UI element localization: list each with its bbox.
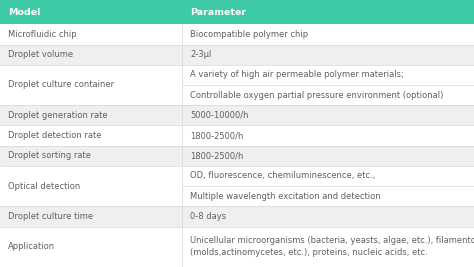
Text: 1800-2500/h: 1800-2500/h xyxy=(191,131,244,140)
Bar xyxy=(0,206,474,226)
Text: Droplet sorting rate: Droplet sorting rate xyxy=(8,151,91,160)
Text: Model: Model xyxy=(8,8,40,17)
Text: Optical detection: Optical detection xyxy=(8,182,80,191)
Bar xyxy=(0,105,474,125)
Text: 0-8 days: 0-8 days xyxy=(191,212,227,221)
Text: Microfluidic chip: Microfluidic chip xyxy=(8,30,77,39)
Text: A variety of high air permeable polymer materials;: A variety of high air permeable polymer … xyxy=(191,70,404,79)
Bar xyxy=(0,226,474,267)
Bar xyxy=(0,146,474,166)
Text: Droplet generation rate: Droplet generation rate xyxy=(8,111,108,120)
Bar xyxy=(0,24,474,45)
Text: Droplet detection rate: Droplet detection rate xyxy=(8,131,101,140)
Text: Droplet culture time: Droplet culture time xyxy=(8,212,93,221)
Text: Unicellular microorganisms (bacteria, yeasts, algae, etc.), filamentous bacteria: Unicellular microorganisms (bacteria, ye… xyxy=(191,236,474,257)
Bar xyxy=(0,45,474,65)
Bar xyxy=(0,65,474,105)
Text: Droplet volume: Droplet volume xyxy=(8,50,73,59)
Text: 5000-10000/h: 5000-10000/h xyxy=(191,111,249,120)
Text: Droplet culture container: Droplet culture container xyxy=(8,80,114,89)
Bar xyxy=(0,166,474,206)
Text: Multiple wavelength excitation and detection: Multiple wavelength excitation and detec… xyxy=(191,192,381,201)
Text: Parameter: Parameter xyxy=(191,8,246,17)
Bar xyxy=(0,0,474,24)
Text: Application: Application xyxy=(8,242,55,251)
Text: 1800-2500/h: 1800-2500/h xyxy=(191,151,244,160)
Text: Biocompatible polymer chip: Biocompatible polymer chip xyxy=(191,30,309,39)
Text: Controllable oxygen partial pressure environment (optional): Controllable oxygen partial pressure env… xyxy=(191,91,444,100)
Text: 2-3μl: 2-3μl xyxy=(191,50,212,59)
Text: OD, fluorescence, chemiluminescence, etc.,: OD, fluorescence, chemiluminescence, etc… xyxy=(191,171,376,180)
Bar xyxy=(0,125,474,146)
